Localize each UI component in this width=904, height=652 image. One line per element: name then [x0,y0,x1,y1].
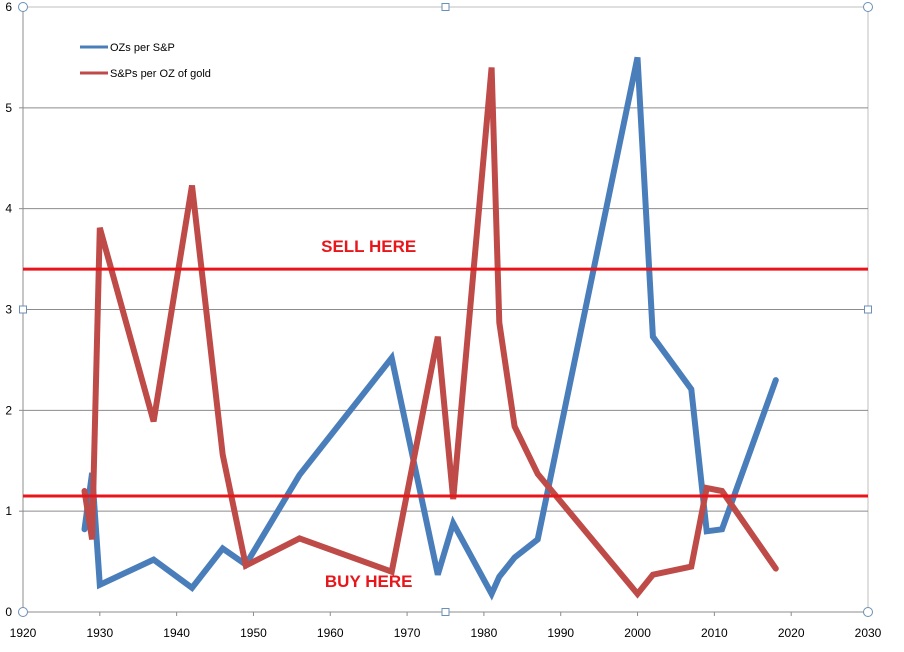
axes [19,6,869,616]
resize-handle-corner[interactable] [18,2,28,12]
y-tick-label: 3 [5,303,12,317]
resize-handle-side[interactable] [441,3,450,11]
x-tick-label: 1940 [163,626,190,640]
y-tick-label: 1 [5,504,12,518]
y-tick-label: 6 [5,0,12,14]
y-axis-tick-labels: 0 1 2 3 4 5 6 [5,0,12,619]
resize-handle-side[interactable] [441,608,450,616]
selection-handles[interactable] [18,2,873,617]
resize-handle-side[interactable] [19,305,27,314]
x-tick-label: 1980 [471,626,498,640]
x-tick-label: 1930 [86,626,113,640]
resize-handle-corner[interactable] [18,607,28,617]
y-tick-label: 5 [5,101,12,115]
resize-handle-side[interactable] [864,305,872,314]
y-tick-label: 4 [5,202,12,216]
resize-handle-corner[interactable] [863,607,873,617]
annotation-1: SELL HERE [321,237,416,256]
x-tick-label: 1970 [394,626,421,640]
x-tick-label: 2020 [778,626,805,640]
reference-lines [23,267,868,498]
resize-handle-corner[interactable] [863,2,873,12]
x-tick-label: 2000 [624,626,651,640]
x-axis-tick-labels: 1920 1930 1940 1950 1960 1970 1980 1990 2000 2010… [10,626,882,640]
x-tick-label: 1950 [240,626,267,640]
x-tick-label: 1960 [317,626,344,640]
x-tick-label: 1920 [10,626,37,640]
legend-label-2: S&Ps per OZ of gold [110,68,211,80]
gridlines [23,107,868,512]
y-tick-label: 0 [5,605,12,619]
x-tick-label: 2030 [855,626,882,640]
x-tick-label: 2010 [701,626,728,640]
x-tick-label: 1990 [547,626,574,640]
series-lines [81,56,779,601]
series-line-1 [81,56,779,601]
annotation-2: BUY HERE [325,572,413,591]
legend: OZs per S&P S&Ps per OZ of gold [80,42,211,80]
y-tick-label: 2 [5,403,12,417]
series-line-2 [81,67,779,599]
legend-label-1: OZs per S&P [110,42,175,54]
annotations: SELL HERE BUY HERE [321,237,416,591]
